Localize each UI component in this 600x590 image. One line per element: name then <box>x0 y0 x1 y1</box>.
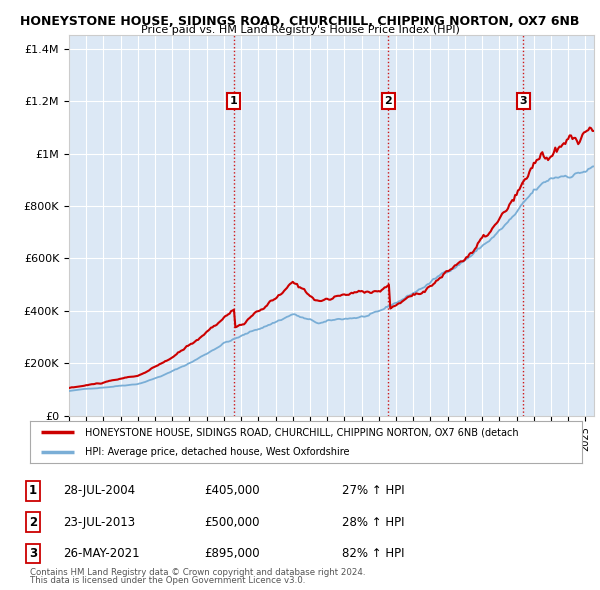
Text: 26-MAY-2021: 26-MAY-2021 <box>63 547 140 560</box>
Text: HPI: Average price, detached house, West Oxfordshire: HPI: Average price, detached house, West… <box>85 447 350 457</box>
Text: 27% ↑ HPI: 27% ↑ HPI <box>342 484 404 497</box>
Text: This data is licensed under the Open Government Licence v3.0.: This data is licensed under the Open Gov… <box>30 576 305 585</box>
Text: 1: 1 <box>230 96 238 106</box>
Text: £895,000: £895,000 <box>204 547 260 560</box>
Text: HONEYSTONE HOUSE, SIDINGS ROAD, CHURCHILL, CHIPPING NORTON, OX7 6NB (detach: HONEYSTONE HOUSE, SIDINGS ROAD, CHURCHIL… <box>85 427 519 437</box>
Text: 28-JUL-2004: 28-JUL-2004 <box>63 484 135 497</box>
Text: 1: 1 <box>29 484 37 497</box>
Text: 28% ↑ HPI: 28% ↑ HPI <box>342 516 404 529</box>
Text: £500,000: £500,000 <box>204 516 260 529</box>
Text: £405,000: £405,000 <box>204 484 260 497</box>
Text: 2: 2 <box>385 96 392 106</box>
Text: Price paid vs. HM Land Registry's House Price Index (HPI): Price paid vs. HM Land Registry's House … <box>140 25 460 35</box>
Text: 3: 3 <box>520 96 527 106</box>
Text: HONEYSTONE HOUSE, SIDINGS ROAD, CHURCHILL, CHIPPING NORTON, OX7 6NB: HONEYSTONE HOUSE, SIDINGS ROAD, CHURCHIL… <box>20 15 580 28</box>
Text: 23-JUL-2013: 23-JUL-2013 <box>63 516 135 529</box>
Text: 3: 3 <box>29 547 37 560</box>
Text: Contains HM Land Registry data © Crown copyright and database right 2024.: Contains HM Land Registry data © Crown c… <box>30 568 365 577</box>
Text: 2: 2 <box>29 516 37 529</box>
Text: 82% ↑ HPI: 82% ↑ HPI <box>342 547 404 560</box>
